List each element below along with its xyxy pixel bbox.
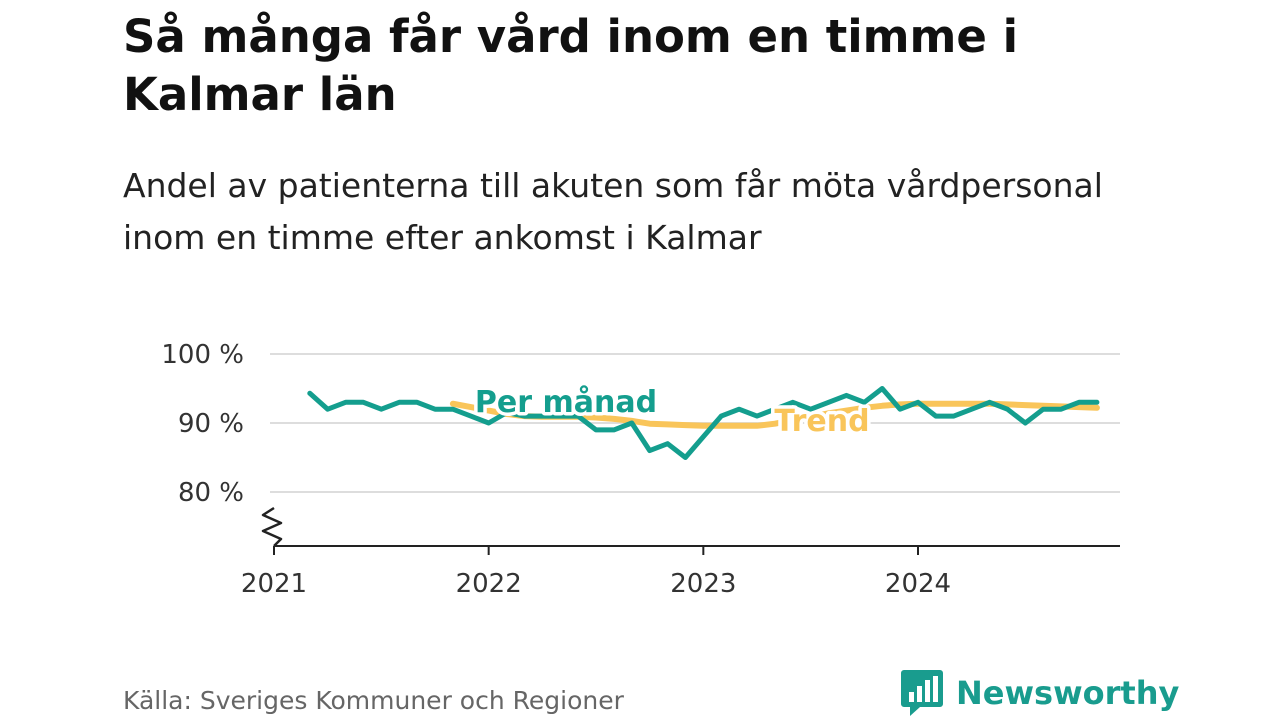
newsworthy-logo-icon — [901, 670, 943, 716]
x-axis: 2021 2022 2023 2024 — [241, 506, 1120, 599]
brand-logo: Newsworthy — [900, 668, 1179, 718]
series-labels: Per månad Trend — [471, 381, 873, 443]
series-line-per-manad — [307, 386, 1100, 460]
series-label-per-manad: Per månad — [475, 384, 657, 420]
x-tick-label: 2023 — [670, 569, 736, 599]
y-axis-ticks: 80 % 90 % 100 % — [161, 340, 244, 508]
chart-title: Så många får vård inom en timme i Kalmar… — [123, 10, 1019, 121]
series-label-trend: Trend — [774, 404, 869, 439]
axis-break-icon — [261, 506, 283, 547]
x-tick-label: 2024 — [885, 569, 951, 599]
y-tick-label: 90 % — [178, 409, 244, 439]
brand-name: Newsworthy — [956, 674, 1180, 712]
series-lines — [307, 386, 1100, 460]
source-note: Källa: Sveriges Kommuner och Regioner — [123, 686, 624, 715]
y-tick-label: 100 % — [161, 340, 244, 370]
x-tick-label: 2021 — [241, 569, 307, 599]
y-tick-label: 80 % — [178, 478, 244, 508]
line-chart: 80 % 90 % 100 % 2021 2022 2023 2024 Per månad… — [161, 340, 1120, 599]
chart-subtitle: Andel av patienterna till akuten som får… — [123, 166, 1103, 257]
x-tick-label: 2022 — [456, 569, 522, 599]
